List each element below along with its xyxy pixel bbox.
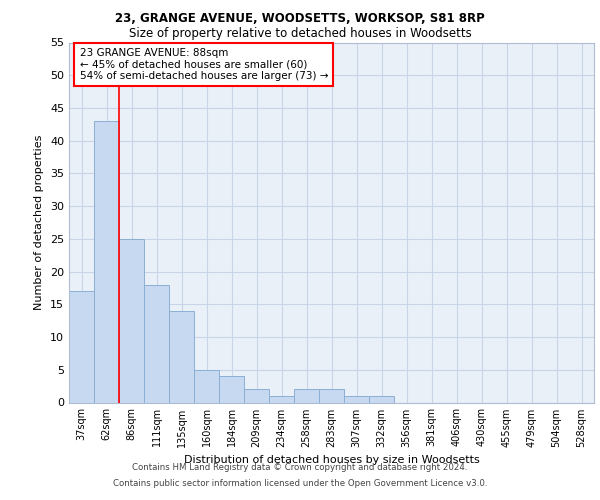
- Bar: [69, 291, 94, 403]
- Bar: [144, 284, 169, 403]
- Y-axis label: Number of detached properties: Number of detached properties: [34, 135, 44, 310]
- Text: Contains public sector information licensed under the Open Government Licence v3: Contains public sector information licen…: [113, 478, 487, 488]
- Text: Size of property relative to detached houses in Woodsetts: Size of property relative to detached ho…: [128, 28, 472, 40]
- Bar: [94, 121, 119, 402]
- Bar: [169, 311, 194, 402]
- X-axis label: Distribution of detached houses by size in Woodsetts: Distribution of detached houses by size …: [184, 455, 479, 465]
- Bar: [319, 390, 344, 402]
- Bar: [194, 370, 219, 402]
- Bar: [369, 396, 394, 402]
- Text: Contains HM Land Registry data © Crown copyright and database right 2024.: Contains HM Land Registry data © Crown c…: [132, 464, 468, 472]
- Bar: [244, 390, 269, 402]
- Text: 23 GRANGE AVENUE: 88sqm
← 45% of detached houses are smaller (60)
54% of semi-de: 23 GRANGE AVENUE: 88sqm ← 45% of detache…: [79, 48, 328, 81]
- Bar: [269, 396, 294, 402]
- Bar: [219, 376, 244, 402]
- Bar: [119, 239, 144, 402]
- Bar: [344, 396, 369, 402]
- Text: 23, GRANGE AVENUE, WOODSETTS, WORKSOP, S81 8RP: 23, GRANGE AVENUE, WOODSETTS, WORKSOP, S…: [115, 12, 485, 26]
- Bar: [294, 390, 319, 402]
